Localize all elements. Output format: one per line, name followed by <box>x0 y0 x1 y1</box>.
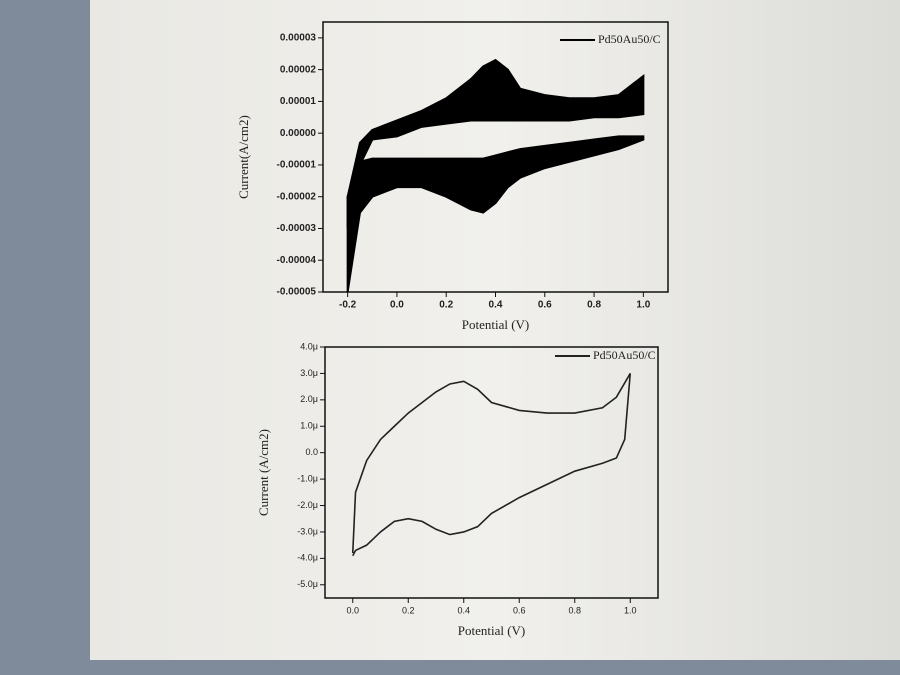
y-tick-label: -0.00001 <box>277 160 317 171</box>
y-tick-label: 2.0μ <box>300 394 318 404</box>
y-tick-label: 0.00003 <box>280 33 317 44</box>
y-tick-label: -0.00005 <box>277 287 317 298</box>
x-tick-label: 0.4 <box>457 605 470 615</box>
y-tick-label: 0.00002 <box>280 64 317 75</box>
y-tick-label: -2.0μ <box>297 500 318 510</box>
cv-curve <box>351 373 632 557</box>
x-tick-label: 0.8 <box>587 300 601 311</box>
legend-label: Pd50Au50/C <box>598 32 661 46</box>
x-axis-label: Potential (V) <box>458 623 526 638</box>
y-tick-label: -0.00004 <box>277 255 317 266</box>
plot-frame <box>324 346 659 599</box>
x-tick-label: 0.6 <box>538 300 552 311</box>
y-tick-label: -1.0μ <box>297 473 318 483</box>
y-tick-label: 1.0μ <box>300 421 318 431</box>
y-tick-label: -4.0μ <box>297 553 318 563</box>
x-tick-label: 0.0 <box>346 605 359 615</box>
x-tick-label: 0.6 <box>513 605 526 615</box>
x-axis-label: Potential (V) <box>462 317 530 332</box>
x-tick-label: 0.0 <box>390 300 404 311</box>
x-tick-label: 1.0 <box>624 605 637 615</box>
x-tick-label: 0.2 <box>439 300 453 311</box>
x-tick-label: 0.2 <box>402 605 415 615</box>
y-tick-label: 0.00000 <box>280 128 317 139</box>
y-tick-label: 0.00001 <box>280 96 317 107</box>
y-tick-label: -0.00002 <box>277 191 317 202</box>
x-tick-label: 0.8 <box>568 605 581 615</box>
x-tick-label: 0.4 <box>489 300 503 311</box>
y-tick-label: 4.0μ <box>300 341 318 351</box>
x-tick-label: 1.0 <box>636 300 650 311</box>
y-axis-label: Current(A/cm2) <box>236 115 251 199</box>
x-tick-label: -0.2 <box>339 300 357 311</box>
current-band <box>346 135 645 293</box>
y-tick-label: 3.0μ <box>300 368 318 378</box>
current-band <box>346 58 645 229</box>
y-tick-label: -0.00003 <box>277 223 317 234</box>
plot-frame <box>322 21 669 293</box>
y-tick-label: -3.0μ <box>297 526 318 536</box>
y-tick-label: 0.0 <box>305 447 318 457</box>
y-tick-label: -5.0μ <box>297 579 318 589</box>
y-axis-label: Current (A/cm2) <box>256 429 271 516</box>
legend-label: Pd50Au50/C <box>593 348 656 362</box>
